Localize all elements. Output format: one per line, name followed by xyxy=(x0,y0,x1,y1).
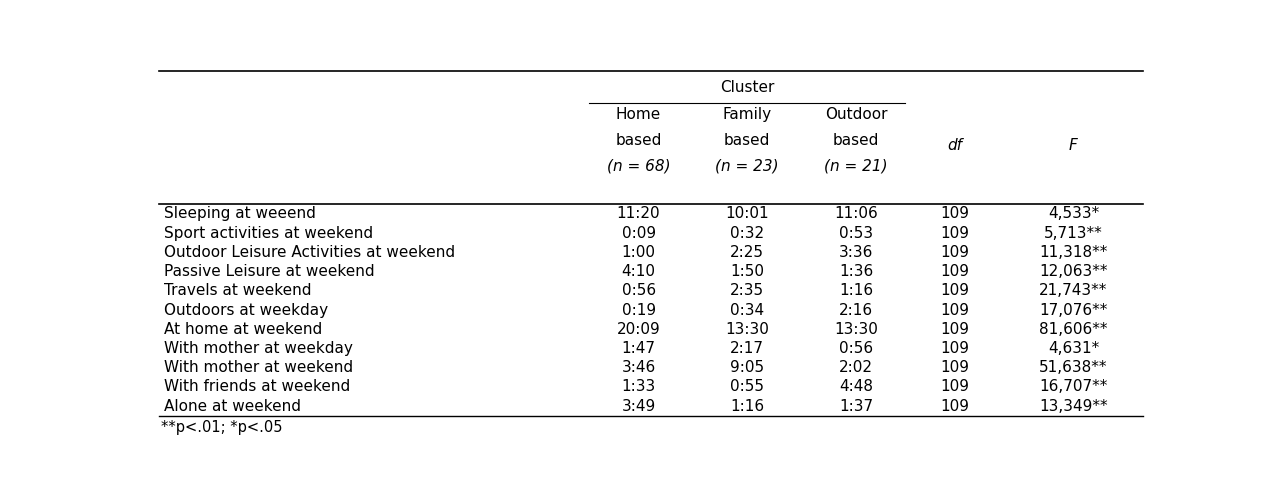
Text: 0:19: 0:19 xyxy=(621,302,655,317)
Text: 20:09: 20:09 xyxy=(617,322,660,337)
Text: 13:30: 13:30 xyxy=(834,322,878,337)
Text: Outdoor Leisure Activities at weekend: Outdoor Leisure Activities at weekend xyxy=(164,245,455,260)
Text: 13:30: 13:30 xyxy=(725,322,769,337)
Text: 2:35: 2:35 xyxy=(731,283,765,298)
Text: 4:10: 4:10 xyxy=(622,264,655,279)
Text: 11,318**: 11,318** xyxy=(1039,245,1108,260)
Text: 109: 109 xyxy=(941,302,969,317)
Text: 4,533*: 4,533* xyxy=(1048,206,1099,221)
Text: At home at weekend: At home at weekend xyxy=(164,322,323,337)
Text: Sleeping at weeend: Sleeping at weeend xyxy=(164,206,316,221)
Text: 109: 109 xyxy=(941,360,969,375)
Text: Family: Family xyxy=(723,107,771,122)
Text: based: based xyxy=(724,133,770,148)
Text: 109: 109 xyxy=(941,245,969,260)
Text: Travels at weekend: Travels at weekend xyxy=(164,283,312,298)
Text: 0:56: 0:56 xyxy=(839,341,873,356)
Text: 21,743**: 21,743** xyxy=(1039,283,1108,298)
Text: 1:50: 1:50 xyxy=(731,264,764,279)
Text: 109: 109 xyxy=(941,206,969,221)
Text: 10:01: 10:01 xyxy=(725,206,769,221)
Text: **p<.01; *p<.05: **p<.01; *p<.05 xyxy=(162,420,283,435)
Text: 0:53: 0:53 xyxy=(839,226,873,241)
Text: 2:17: 2:17 xyxy=(731,341,764,356)
Text: 109: 109 xyxy=(941,398,969,414)
Text: 11:06: 11:06 xyxy=(834,206,878,221)
Text: 13,349**: 13,349** xyxy=(1039,398,1108,414)
Text: 1:33: 1:33 xyxy=(621,380,655,395)
Text: F: F xyxy=(1068,138,1077,152)
Text: (n = 68): (n = 68) xyxy=(607,159,671,174)
Text: 3:36: 3:36 xyxy=(839,245,873,260)
Text: based: based xyxy=(616,133,662,148)
Text: 4:48: 4:48 xyxy=(839,380,873,395)
Text: 1:47: 1:47 xyxy=(622,341,655,356)
Text: 109: 109 xyxy=(941,226,969,241)
Text: 4,631*: 4,631* xyxy=(1048,341,1099,356)
Text: df: df xyxy=(947,138,963,152)
Text: 1:37: 1:37 xyxy=(839,398,873,414)
Text: 3:46: 3:46 xyxy=(621,360,655,375)
Text: Alone at weekend: Alone at weekend xyxy=(164,398,301,414)
Text: 17,076**: 17,076** xyxy=(1039,302,1108,317)
Text: 5,713**: 5,713** xyxy=(1044,226,1103,241)
Text: 51,638**: 51,638** xyxy=(1039,360,1108,375)
Text: 109: 109 xyxy=(941,341,969,356)
Text: 1:16: 1:16 xyxy=(731,398,765,414)
Text: Outdoors at weekday: Outdoors at weekday xyxy=(164,302,329,317)
Text: 0:56: 0:56 xyxy=(621,283,655,298)
Text: With mother at weekend: With mother at weekend xyxy=(164,360,353,375)
Text: With friends at weekend: With friends at weekend xyxy=(164,380,351,395)
Text: 0:55: 0:55 xyxy=(731,380,764,395)
Text: 2:16: 2:16 xyxy=(839,302,873,317)
Text: Outdoor: Outdoor xyxy=(825,107,887,122)
Text: 11:20: 11:20 xyxy=(617,206,660,221)
Text: Sport activities at weekend: Sport activities at weekend xyxy=(164,226,374,241)
Text: 109: 109 xyxy=(941,283,969,298)
Text: 109: 109 xyxy=(941,322,969,337)
Text: (n = 23): (n = 23) xyxy=(715,159,779,174)
Text: Home: Home xyxy=(616,107,662,122)
Text: Cluster: Cluster xyxy=(720,80,774,96)
Text: 1:36: 1:36 xyxy=(839,264,873,279)
Text: Passive Leisure at weekend: Passive Leisure at weekend xyxy=(164,264,375,279)
Text: 2:02: 2:02 xyxy=(839,360,873,375)
Text: 1:00: 1:00 xyxy=(622,245,655,260)
Text: (n = 21): (n = 21) xyxy=(824,159,887,174)
Text: With mother at weekday: With mother at weekday xyxy=(164,341,353,356)
Text: based: based xyxy=(833,133,880,148)
Text: 16,707**: 16,707** xyxy=(1039,380,1108,395)
Text: 0:09: 0:09 xyxy=(621,226,655,241)
Text: 9:05: 9:05 xyxy=(731,360,765,375)
Text: 2:25: 2:25 xyxy=(731,245,764,260)
Text: 81,606**: 81,606** xyxy=(1039,322,1108,337)
Text: 1:16: 1:16 xyxy=(839,283,873,298)
Text: 3:49: 3:49 xyxy=(621,398,655,414)
Text: 109: 109 xyxy=(941,264,969,279)
Text: 0:34: 0:34 xyxy=(731,302,765,317)
Text: 12,063**: 12,063** xyxy=(1039,264,1108,279)
Text: 0:32: 0:32 xyxy=(731,226,765,241)
Text: 109: 109 xyxy=(941,380,969,395)
